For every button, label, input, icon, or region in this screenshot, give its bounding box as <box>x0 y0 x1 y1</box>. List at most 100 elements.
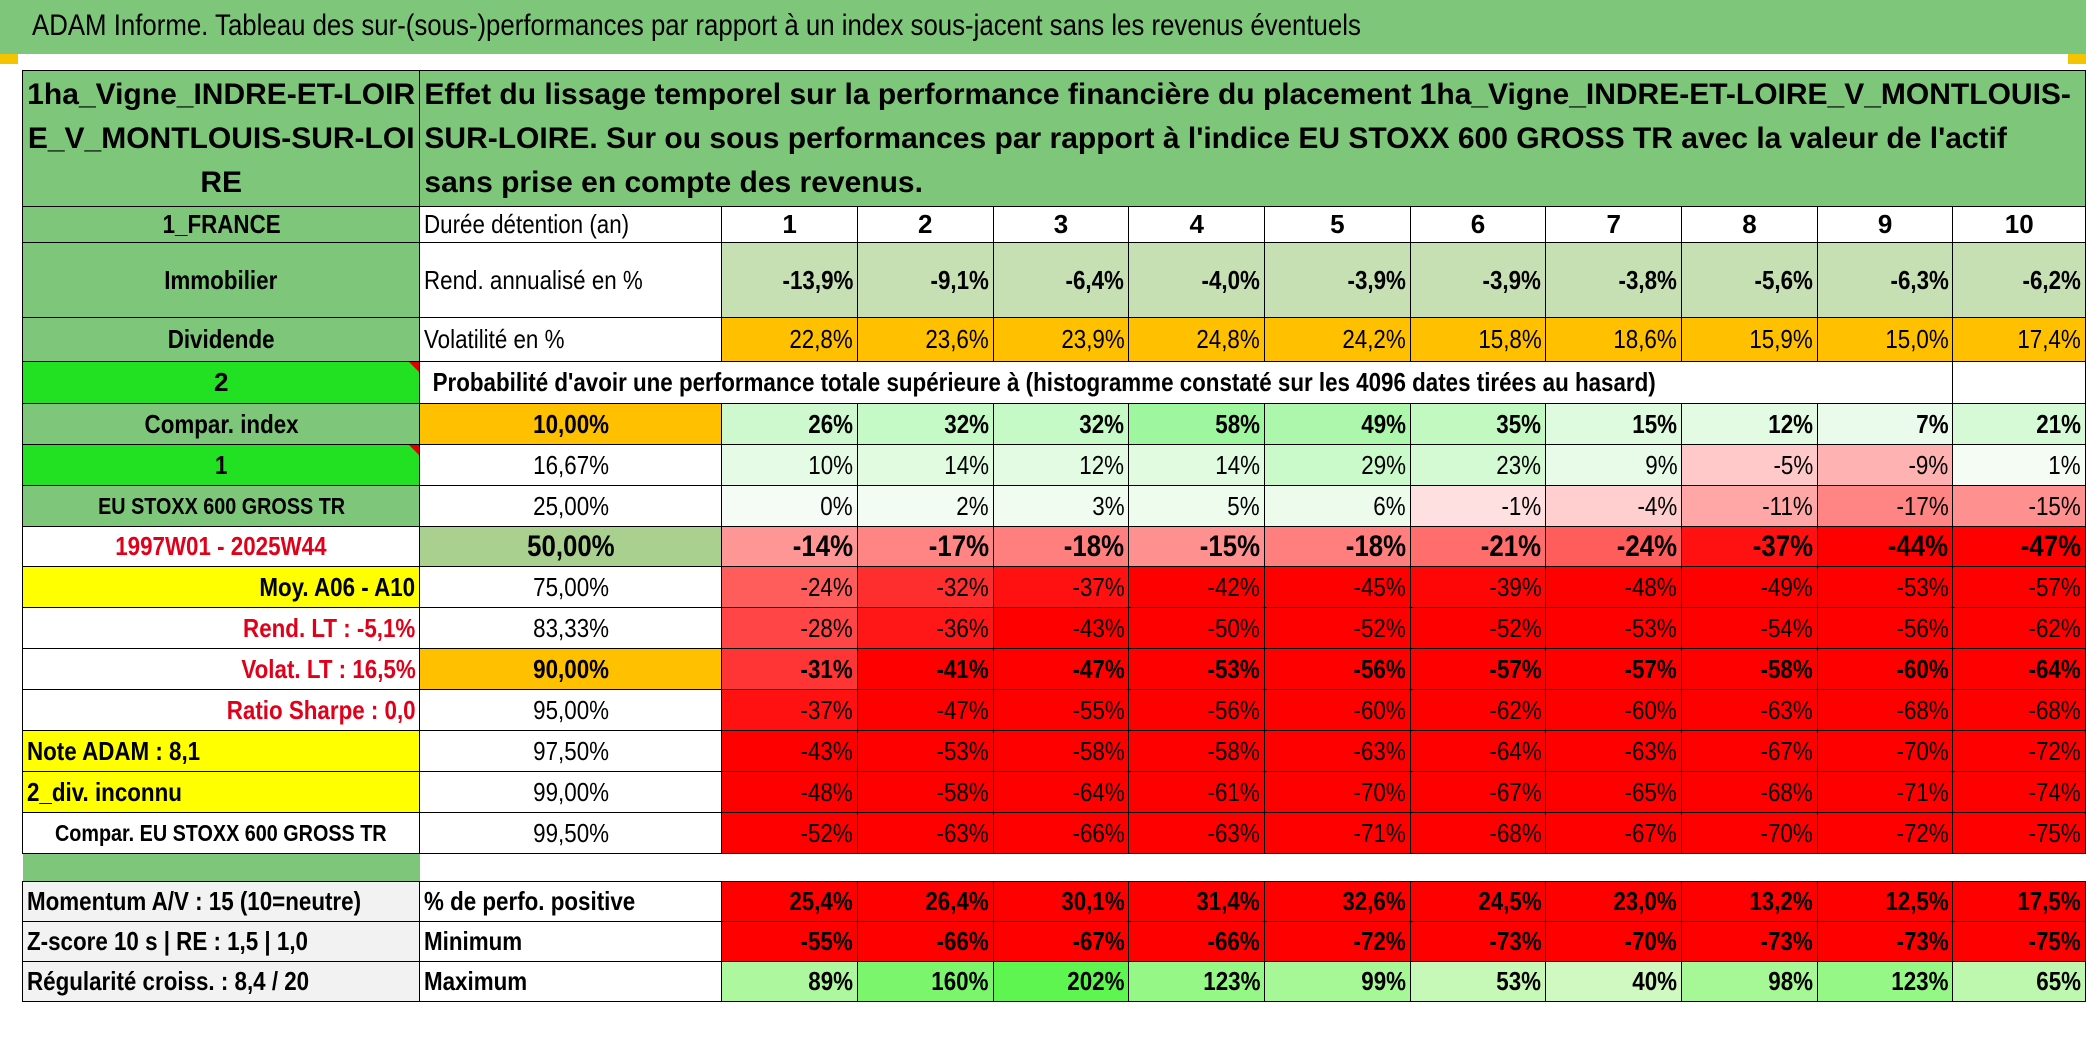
rend-cell: -4,0% <box>1128 242 1266 318</box>
probability-value: -32% <box>936 571 989 602</box>
probability-value: -14% <box>792 529 853 563</box>
probability-value-cell: -52% <box>1264 607 1411 649</box>
note-label: Note ADAM : 8,1 <box>27 735 201 766</box>
note-cell: Note ADAM : 8,1 <box>21 730 421 772</box>
probability-value-cell: -45% <box>1264 566 1411 608</box>
probability-value: 5% <box>1227 490 1261 521</box>
rend-cell-value: -6,4% <box>1065 264 1125 295</box>
probability-value: -58% <box>1760 653 1813 684</box>
probability-value: 21% <box>2036 408 2081 439</box>
max-cell-value: 53% <box>1496 966 1542 996</box>
probability-value-cell: -5% <box>1681 444 1818 486</box>
min-cell-value: -67% <box>1072 926 1125 956</box>
probability-threshold-cell: 25,00% <box>419 485 723 527</box>
rend-cell: -6,2% <box>1952 242 2086 318</box>
probability-value: -71% <box>1896 776 1949 807</box>
max-cell: 89% <box>721 961 858 1002</box>
probability-value-cell: 14% <box>1128 444 1266 486</box>
probability-value: -5% <box>1773 449 1813 480</box>
probability-value: -42% <box>1207 571 1261 602</box>
vol-cell: 23,6% <box>856 317 994 362</box>
rend-cell-value: -9,1% <box>930 264 989 295</box>
probability-value: -68% <box>1896 694 1949 725</box>
probability-value-cell: -57% <box>1545 648 1683 690</box>
probability-value-cell: -68% <box>1952 689 2086 731</box>
probability-value: -53% <box>1896 571 1949 602</box>
probability-value: -18% <box>1064 529 1125 563</box>
probability-threshold: 16,67% <box>532 449 609 480</box>
probability-value-cell: -64% <box>1952 648 2086 690</box>
probability-value: -64% <box>2028 653 2081 684</box>
probability-value-cell: -56% <box>1264 648 1411 690</box>
proba-header-cell: Probabilité d'avoir une performance tota… <box>419 361 1953 404</box>
year-header: 4 <box>1128 206 1266 243</box>
probability-value: -15% <box>1199 529 1261 563</box>
probability-threshold: 50,00% <box>527 529 615 563</box>
year-value: 7 <box>1606 209 1621 239</box>
pos-cell-value: 31,4% <box>1196 886 1261 916</box>
vol-cell: 15,9% <box>1681 317 1818 362</box>
duree-label: Durée détention (an) <box>424 209 630 239</box>
probability-threshold: 99,00% <box>532 776 609 807</box>
rend-cell: -3,8% <box>1545 242 1683 318</box>
rend-cell-value: -13,9% <box>782 264 853 295</box>
min-cell: -55% <box>721 921 858 962</box>
num1-label: 1 <box>214 449 228 480</box>
max-cell: 40% <box>1545 961 1683 1002</box>
vol-label-cell: Volatilité en % <box>419 317 723 362</box>
probability-value-cell: -37% <box>1681 526 1818 567</box>
probability-value-cell: -52% <box>721 812 858 854</box>
probability-value: -57% <box>2028 571 2081 602</box>
pos-cell-value: 30,1% <box>1060 886 1125 916</box>
probability-value-cell: -53% <box>1128 648 1266 690</box>
probability-value: -60% <box>1624 694 1678 725</box>
probability-value-cell: -63% <box>1681 689 1818 731</box>
min-label: Minimum <box>424 926 523 956</box>
probability-value: 1% <box>2048 449 2081 480</box>
probability-value: -18% <box>1345 529 1406 563</box>
probability-value-cell: -68% <box>1816 689 1954 731</box>
probability-value-cell: 0% <box>721 485 858 527</box>
vol-label: Volatilité en % <box>424 324 565 354</box>
probability-value: 12% <box>1079 449 1125 480</box>
probability-value-cell: -36% <box>856 607 994 649</box>
probability-value-cell: -41% <box>856 648 994 690</box>
probability-value-cell: -63% <box>1264 730 1411 772</box>
min-cell: -70% <box>1545 921 1683 962</box>
probability-value: -62% <box>1489 694 1542 725</box>
country-label: 1_FRANCE <box>162 209 281 239</box>
probability-value-cell: -67% <box>1545 812 1683 854</box>
probability-threshold-cell: 99,00% <box>419 771 723 813</box>
rend-cell: -9,1% <box>856 242 994 318</box>
probability-threshold-cell: 75,00% <box>419 566 723 608</box>
probability-value: -62% <box>2028 612 2081 643</box>
probability-value-cell: -72% <box>1816 812 1954 854</box>
dividend-label: Dividende <box>167 324 275 354</box>
probability-value: -1% <box>1501 490 1542 521</box>
probability-value-cell: -4% <box>1545 485 1683 527</box>
probability-value-cell: -21% <box>1409 526 1547 567</box>
spacer-green <box>22 853 420 882</box>
probability-value-cell: -55% <box>992 689 1130 731</box>
max-cell-value: 202% <box>1067 966 1125 996</box>
probability-value-cell: -60% <box>1816 648 1954 690</box>
rend-cell: -13,9% <box>721 242 858 318</box>
pos-cell: 32,6% <box>1264 881 1411 922</box>
probability-value: -55% <box>1072 694 1125 725</box>
num2-label: 2 <box>213 367 229 397</box>
corner-marker <box>2068 54 2086 64</box>
probability-value: -70% <box>1760 817 1813 848</box>
probability-value-cell: -48% <box>721 771 858 813</box>
probability-threshold-cell: 16,67% <box>419 444 723 486</box>
pos-cell-value: 32,6% <box>1342 886 1406 916</box>
probability-value: -17% <box>928 529 989 563</box>
probability-value: -56% <box>1896 612 1949 643</box>
probability-threshold: 97,50% <box>532 735 609 766</box>
rend-cell: -3,9% <box>1264 242 1411 318</box>
probability-value-cell: -24% <box>1545 526 1683 567</box>
probability-value: -57% <box>1489 653 1542 684</box>
probability-value: -45% <box>1353 571 1406 602</box>
probability-value-cell: -39% <box>1409 566 1547 608</box>
vol-cell-value: 24,8% <box>1196 324 1261 354</box>
min-cell: -73% <box>1816 921 1954 962</box>
